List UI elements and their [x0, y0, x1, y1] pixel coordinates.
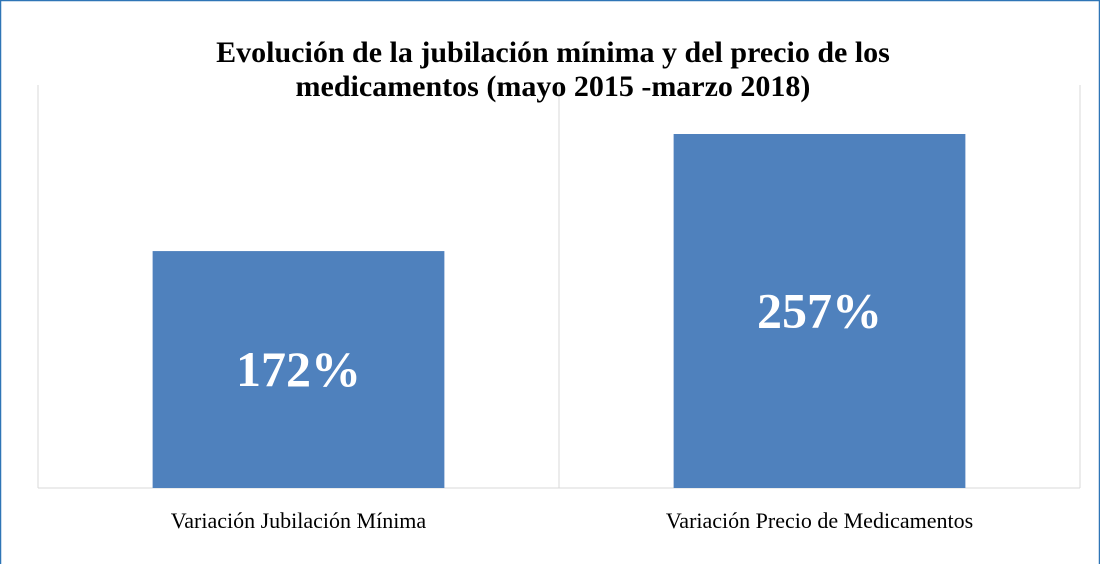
x-tick-label: Variación Precio de Medicamentos	[666, 508, 973, 533]
value-label: 172%	[236, 341, 361, 397]
bar	[152, 251, 445, 488]
x-tick-label: Variación Jubilación Mínima	[171, 508, 427, 533]
bar	[673, 134, 966, 488]
value-label: 257%	[757, 282, 882, 338]
chart-title: Evolución de la jubilación mínima y del …	[216, 36, 890, 103]
